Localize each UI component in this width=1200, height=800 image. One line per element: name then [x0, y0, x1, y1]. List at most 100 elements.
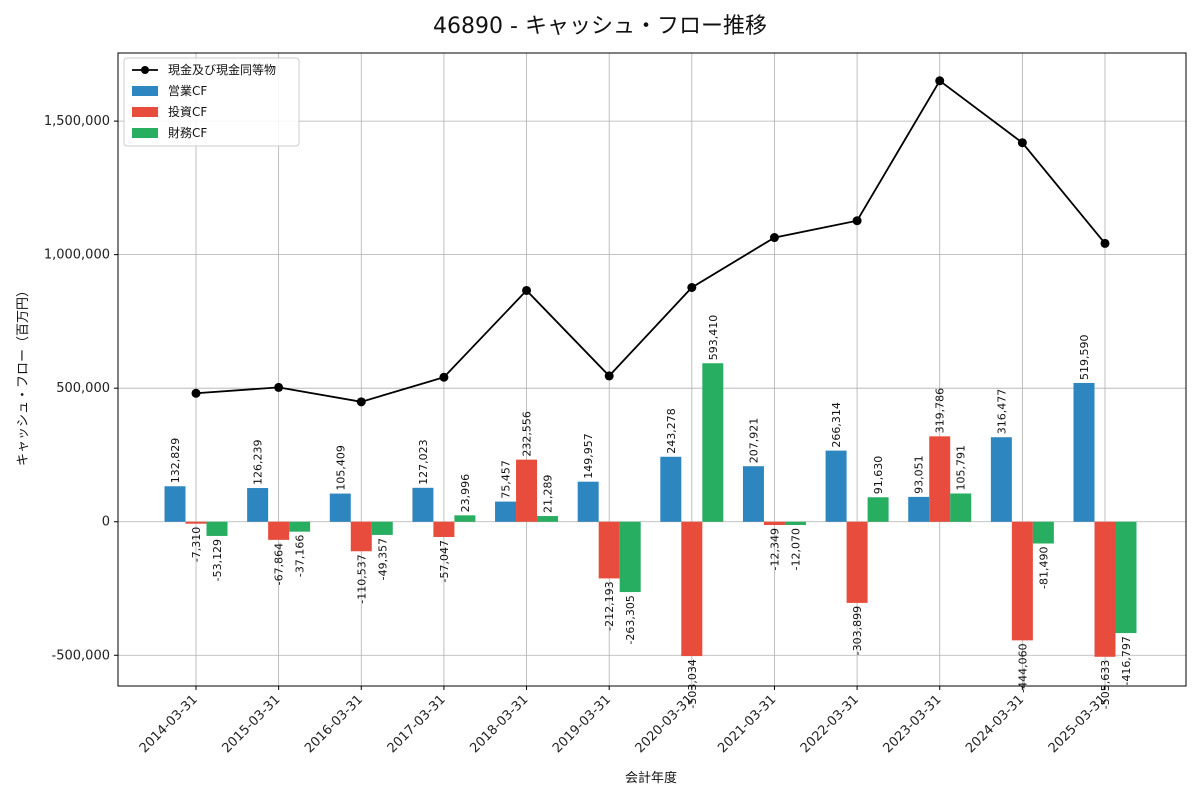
cash-point: [687, 283, 697, 293]
bar-value-label: -49,357: [376, 538, 389, 580]
chart-title: 46890 - キャッシュ・フロー推移: [433, 14, 767, 39]
bar-value-label: -67,864: [273, 543, 286, 585]
bars-layer: [164, 363, 1137, 657]
cash-line: [195, 79, 1106, 403]
bar-2: [929, 436, 951, 522]
bar-value-label: 105,409: [334, 445, 347, 491]
bar-value-label: -212,193: [603, 581, 616, 630]
legend-label: 現金及び現金同等物: [168, 62, 276, 77]
cash-point: [439, 372, 449, 382]
legend-bar-swatch: [132, 107, 158, 117]
bar-1: [577, 481, 599, 522]
bar-value-label: 127,023: [417, 439, 430, 485]
bar-value-label: -12,349: [768, 528, 781, 570]
bar-value-label: -12,070: [789, 528, 802, 570]
legend-bar-swatch: [132, 86, 158, 96]
bar-2: [350, 521, 372, 552]
bar-value-label: -57,047: [438, 540, 451, 582]
bar-value-label: -505,633: [1099, 660, 1112, 709]
cash-point: [191, 388, 201, 398]
bar-1: [164, 486, 186, 522]
bar-1: [247, 488, 269, 522]
bar-1: [825, 450, 847, 522]
bar-2: [598, 521, 620, 579]
bar-value-label: 519,590: [1078, 334, 1091, 380]
bar-value-label: 93,051: [913, 455, 926, 494]
bar-3: [1032, 521, 1054, 544]
bar-2: [433, 521, 455, 537]
bar-3: [950, 493, 972, 522]
cash-point: [274, 382, 284, 392]
bar-3: [537, 516, 559, 522]
bar-value-label: 319,786: [934, 388, 947, 434]
bar-3: [867, 497, 889, 522]
bar-value-label: 132,829: [169, 438, 182, 484]
bar-value-label: 105,791: [955, 445, 968, 491]
bar-2: [763, 521, 785, 526]
plot-frame: [117, 52, 1187, 687]
bar-value-label: -263,305: [624, 595, 637, 644]
bar-value-label: 21,289: [542, 475, 555, 514]
y-tick-label: 0: [102, 515, 110, 530]
bar-value-label: 23,996: [459, 474, 472, 513]
grid-layer: [118, 53, 1186, 686]
y-tick-label: 1,500,000: [44, 114, 110, 129]
bar-value-label: -444,060: [1016, 643, 1029, 692]
cash-point: [356, 397, 366, 407]
bar-value-label: 593,410: [707, 315, 720, 361]
cash-point: [769, 233, 779, 243]
bar-value-label: 316,477: [995, 389, 1008, 435]
legend-marker: [141, 66, 149, 74]
bar-value-label: 207,921: [747, 418, 760, 464]
legend-label: 財務CF: [168, 125, 207, 140]
bar-value-label: 232,556: [521, 411, 534, 457]
cash-point: [522, 285, 532, 295]
cash-point: [604, 371, 614, 381]
bar-value-label: -53,129: [211, 539, 224, 581]
bar-value-label: 126,239: [252, 440, 265, 486]
bar-value-label: -416,797: [1120, 636, 1133, 685]
bar-2: [268, 521, 290, 540]
bar-1: [660, 456, 682, 522]
bar-1: [412, 487, 434, 522]
bar-2: [846, 521, 868, 603]
x-axis-title: 会計年度: [625, 770, 677, 786]
bar-1: [990, 437, 1012, 522]
bar-3: [1115, 521, 1137, 634]
bar-3: [289, 521, 311, 532]
bar-value-label: 75,457: [500, 460, 513, 499]
bar-3: [371, 521, 393, 535]
bar-1: [495, 501, 517, 522]
bar-value-label: 243,278: [665, 408, 678, 454]
bar-2: [1011, 521, 1033, 641]
legend-label: 営業CF: [168, 84, 207, 98]
bar-value-label: -37,166: [294, 535, 307, 577]
cash-point: [852, 216, 862, 226]
y-tick-label: 500,000: [56, 381, 110, 396]
bar-3: [454, 515, 476, 522]
y-tick-label: -500,000: [52, 648, 110, 663]
bar-1: [329, 493, 351, 522]
bar-value-label: -81,490: [1037, 547, 1050, 589]
bar-value-label: -7,310: [190, 527, 203, 562]
bar-2: [1094, 521, 1116, 657]
bar-value-label: 149,957: [582, 433, 595, 479]
bar-3: [206, 521, 228, 536]
bar-2: [516, 459, 538, 522]
bar-3: [702, 363, 724, 522]
bar-labels-layer: 132,829 126,239 105,409 127,023 75,457 149,95…: [169, 315, 1133, 710]
bar-1: [1073, 382, 1095, 522]
bar-3: [784, 521, 806, 525]
cash-point: [1017, 138, 1027, 148]
bar-value-label: -503,034: [686, 659, 699, 708]
bar-3: [619, 521, 641, 593]
bar-2: [185, 521, 207, 524]
bar-1: [742, 466, 764, 522]
legend-box: [123, 57, 300, 147]
y-axis-title: キャッシュ・フロー（百万円）: [16, 284, 31, 466]
legend-label: 投資CF: [168, 104, 207, 119]
bar-2: [681, 521, 703, 657]
